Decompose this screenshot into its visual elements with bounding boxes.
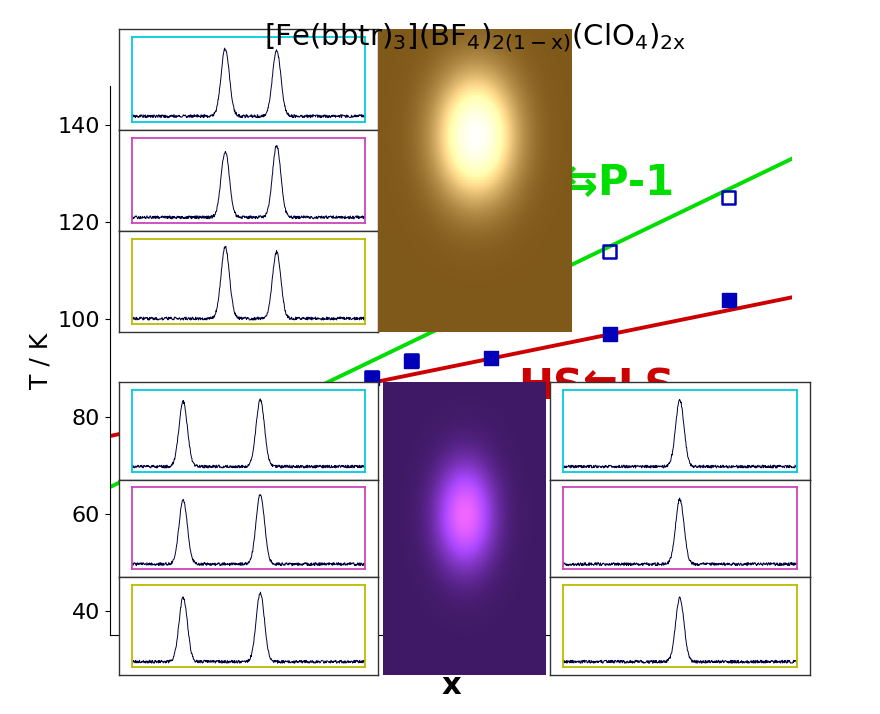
Text: P-3⇆P-1: P-3⇆P-1 (487, 162, 674, 204)
Point (722, 294, 736, 306)
Point (364, 372, 378, 383)
Y-axis label: T / K: T / K (28, 333, 52, 388)
X-axis label: x: x (441, 670, 461, 700)
Point (404, 355, 418, 366)
Point (484, 353, 498, 364)
Point (364, 372, 378, 383)
Point (603, 246, 617, 257)
Point (404, 355, 418, 366)
Point (603, 328, 617, 340)
Point (484, 303, 498, 315)
Point (722, 192, 736, 203)
Text: HS⇆LS: HS⇆LS (518, 366, 675, 408)
Text: $\mathregular{[Fe(bbtr)_3](BF_4)_{2(1-x)}(ClO_4)_{2x}}$: $\mathregular{[Fe(bbtr)_3](BF_4)_{2(1-x)… (264, 21, 686, 54)
